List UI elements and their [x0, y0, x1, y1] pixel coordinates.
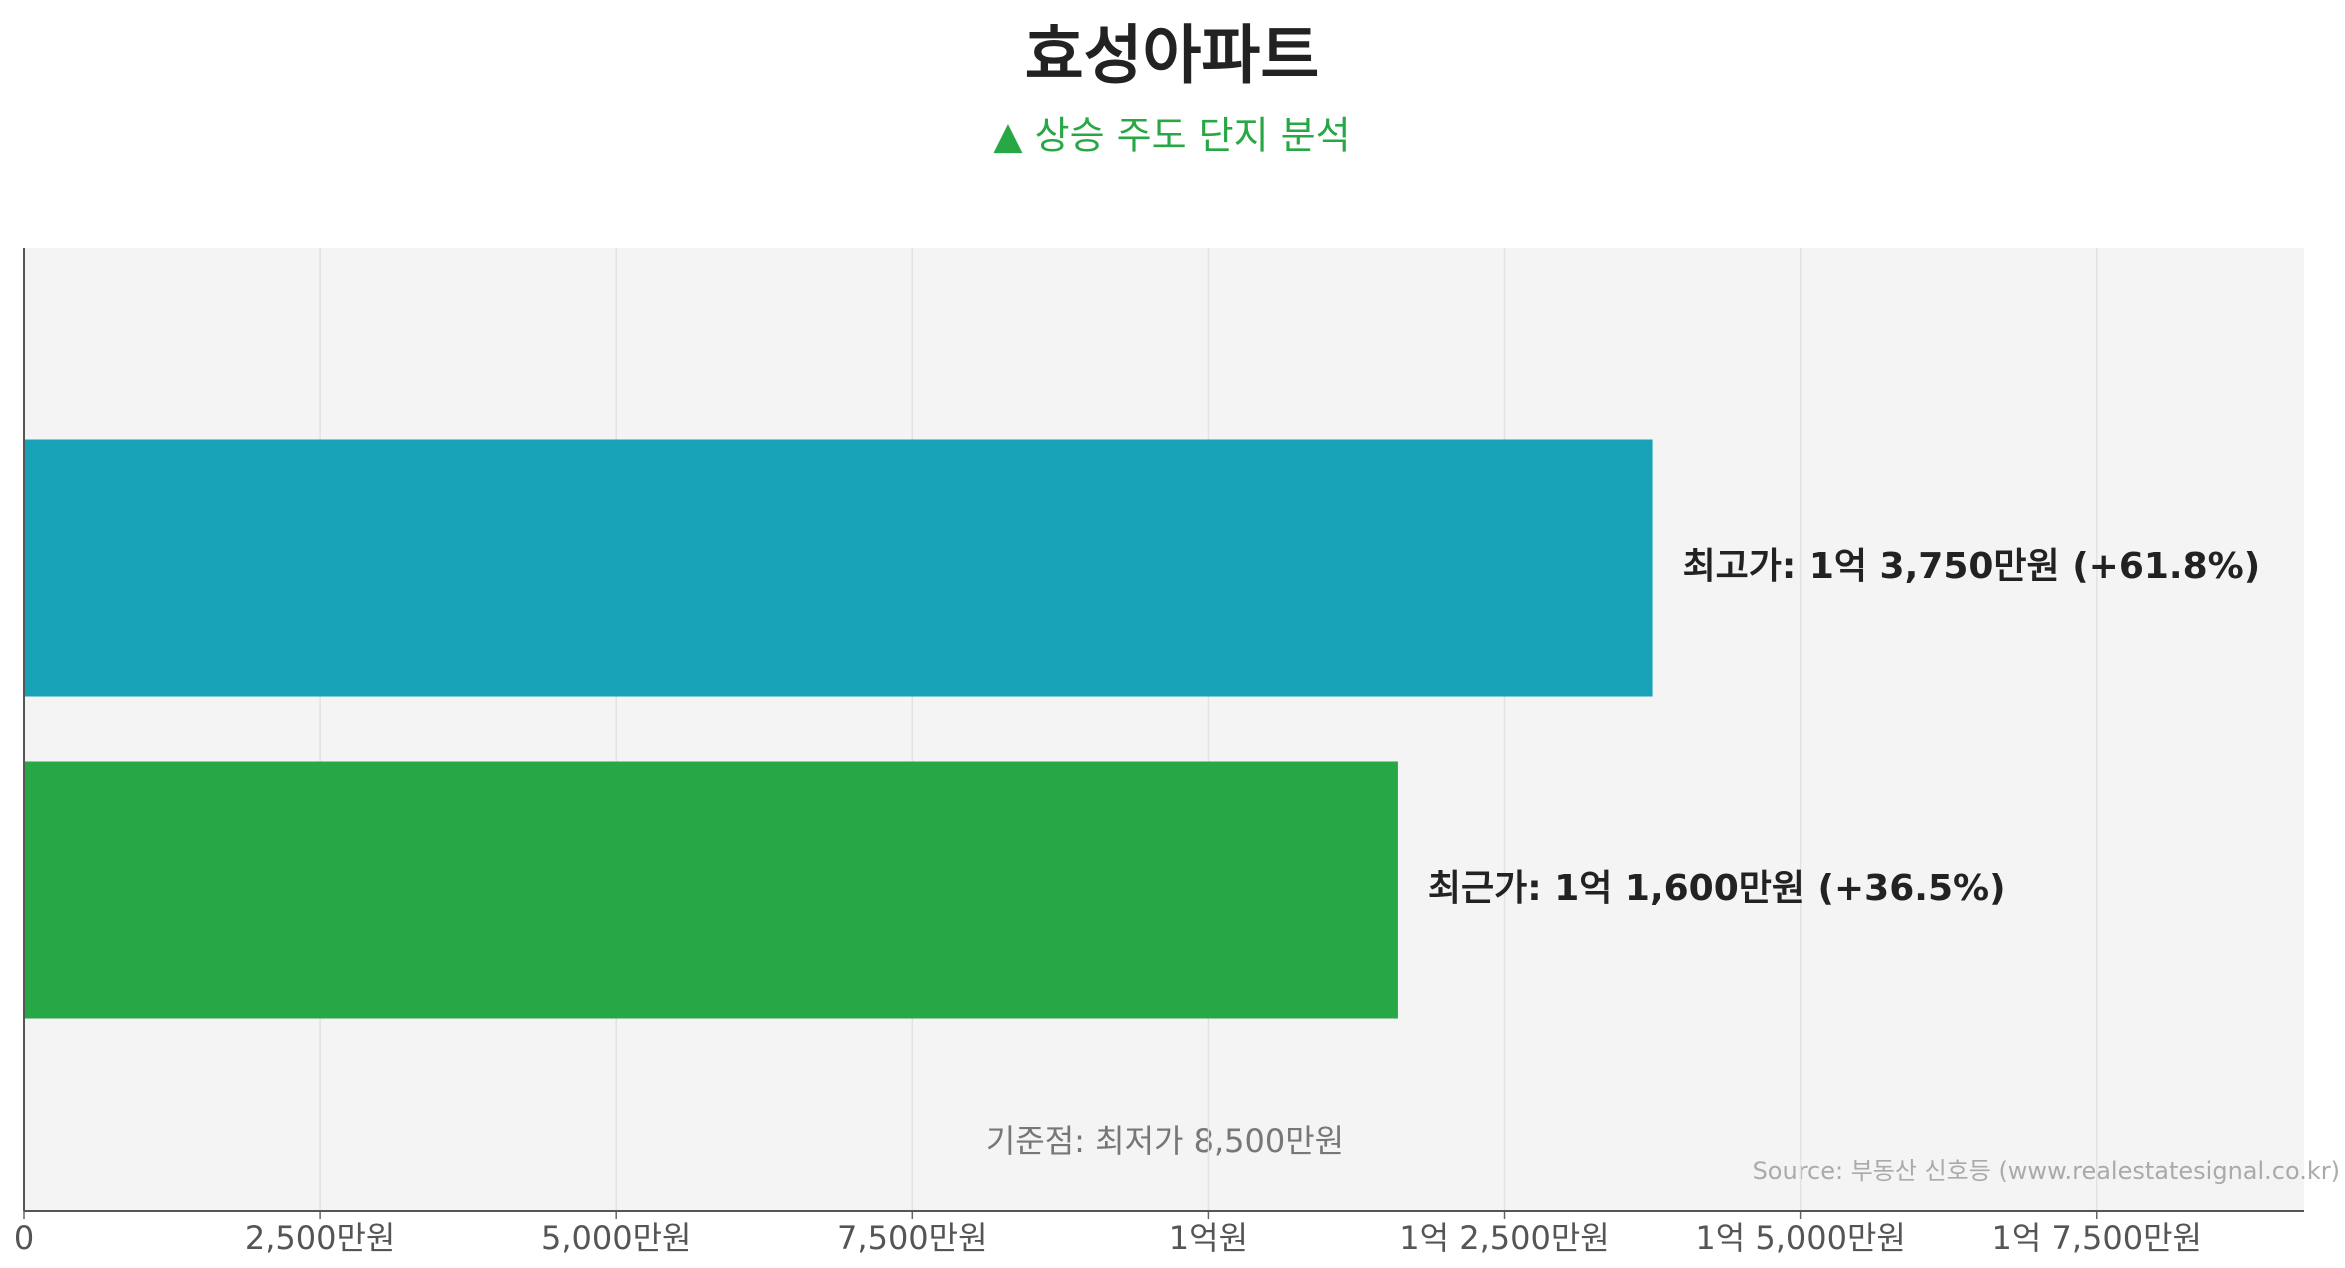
- x-tick-label: 1억 5,000만원: [1695, 1219, 1905, 1257]
- x-tick-label: 5,000만원: [541, 1219, 692, 1257]
- x-tick-label: 2,500만원: [245, 1219, 396, 1257]
- chart-subtitle: ▲ 상승 주도 단지 분석: [993, 114, 1350, 158]
- x-tick-label: 1억 7,500만원: [1991, 1219, 2201, 1257]
- x-tick-label: 7,500만원: [837, 1219, 988, 1257]
- data-label: 최고가: 1억 3,750만원 (+61.8%): [1683, 546, 2261, 587]
- data-label: 최근가: 1억 1,600만원 (+36.5%): [1428, 868, 2006, 909]
- bar: [24, 439, 1653, 697]
- chart-title: 효성아파트: [1025, 20, 1319, 94]
- x-tick-label: 0: [14, 1219, 34, 1257]
- source: Source: 부동산 신호등 (www.realestatesignal.co…: [1753, 1157, 2340, 1185]
- plot-background: [24, 248, 2304, 1211]
- annotation: 기준점: 최저가 8,500만원: [986, 1122, 1344, 1160]
- x-tick-label: 1억 2,500만원: [1399, 1219, 1609, 1257]
- bar: [24, 761, 1398, 1019]
- x-tick-label: 1억원: [1169, 1219, 1248, 1257]
